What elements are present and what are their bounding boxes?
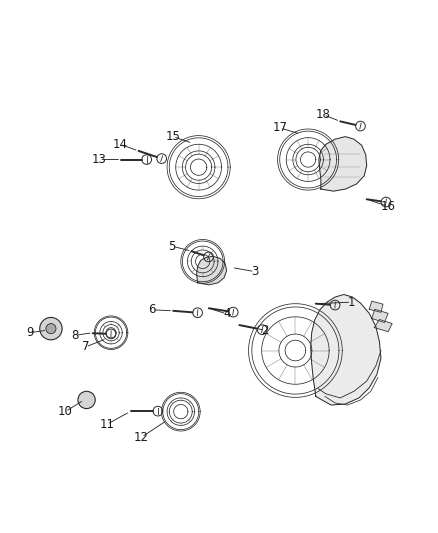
Circle shape [40,318,62,340]
Polygon shape [369,301,383,312]
Text: 1: 1 [348,296,355,309]
Text: 12: 12 [134,431,149,443]
Text: 13: 13 [92,153,107,166]
Text: 8: 8 [72,329,79,342]
Circle shape [46,324,56,334]
Polygon shape [197,256,226,285]
Text: 7: 7 [82,341,89,353]
Text: 2: 2 [261,324,268,337]
Text: 14: 14 [112,138,127,151]
Polygon shape [311,295,381,405]
Polygon shape [372,309,388,322]
Text: 5: 5 [169,240,176,253]
Circle shape [78,391,95,409]
Text: 18: 18 [316,108,331,121]
Text: 4: 4 [223,308,230,320]
Text: 6: 6 [148,303,155,316]
Text: 10: 10 [58,405,73,418]
Text: 16: 16 [381,200,396,213]
Text: 11: 11 [99,418,114,431]
Text: 9: 9 [26,326,33,339]
Text: 15: 15 [166,130,180,143]
Text: 17: 17 [272,122,288,134]
Polygon shape [319,136,367,191]
Polygon shape [374,319,392,332]
Text: 3: 3 [251,265,258,278]
